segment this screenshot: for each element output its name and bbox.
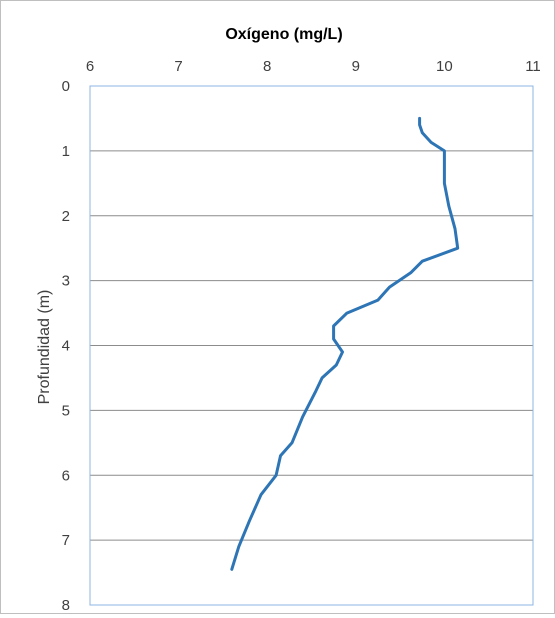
y-axis-ticks: 0 1 2 3 4 5 6 7 8 (62, 78, 70, 614)
x-tick-label: 8 (263, 58, 271, 75)
x-tick-label: 6 (86, 58, 94, 75)
x-axis-ticks: 6 7 8 9 10 11 (86, 58, 541, 75)
x-axis-title: Oxígeno (mg/L) (225, 26, 342, 43)
y-tick-label: 1 (62, 143, 70, 160)
y-tick-label: 2 (62, 208, 70, 225)
y-tick-label: 8 (62, 597, 70, 613)
x-tick-label: 7 (174, 58, 182, 75)
y-tick-label: 7 (62, 532, 70, 549)
x-tick-label: 11 (525, 58, 541, 75)
x-tick-label: 9 (352, 58, 360, 75)
series-group (230, 116, 460, 571)
y-tick-label: 5 (62, 402, 70, 419)
y-axis-title: Profundidad (m) (36, 290, 53, 405)
plot-area-border (89, 85, 534, 606)
x-tick-label: 10 (436, 58, 453, 75)
y-tick-label: 6 (62, 467, 70, 484)
series-line-0 (230, 116, 460, 571)
gridlines (90, 150, 533, 541)
y-tick-label: 0 (62, 78, 70, 95)
y-tick-label: 3 (62, 273, 70, 290)
y-tick-label: 4 (62, 338, 70, 355)
